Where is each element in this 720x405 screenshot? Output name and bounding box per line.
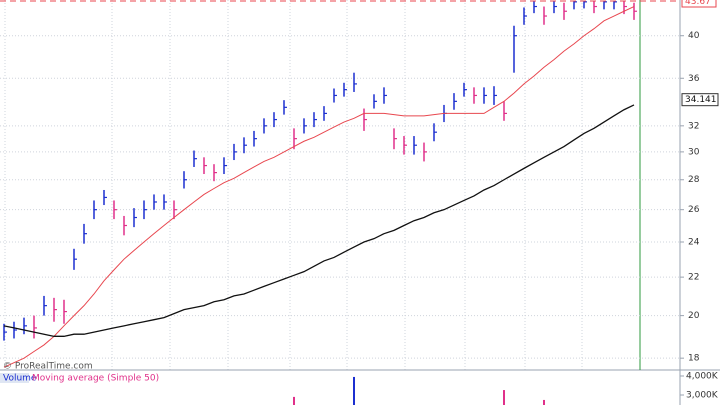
y-tick-label: 22	[688, 273, 699, 283]
volume-bar	[293, 396, 295, 405]
volume-tick-label: 4,000K	[686, 371, 719, 381]
volume-bar	[503, 390, 505, 405]
y-tick-label: 30	[688, 147, 700, 157]
ma-value-box	[681, 93, 719, 107]
volume-tick-label: 3,000K	[686, 391, 719, 401]
y-tick-label: 20	[688, 311, 700, 321]
volume-bar	[353, 376, 355, 405]
y-tick-label: 40	[688, 31, 700, 41]
volume-ma-title: Moving average (Simple 50)	[32, 374, 159, 384]
moving-average	[3, 6, 635, 368]
y-tick-label: 18	[688, 354, 700, 364]
y-tick-label: 36	[688, 74, 700, 84]
last-price-label: 43.67	[685, 0, 711, 7]
y-tick-label: 28	[688, 175, 700, 185]
volume-label-bg	[0, 373, 29, 383]
moving-average	[3, 104, 635, 337]
ma-value-label: 34.141	[685, 95, 717, 105]
price-panel	[0, 0, 680, 370]
watermark: © ProRealTime.com	[3, 362, 93, 372]
volume-bar	[543, 399, 545, 405]
volume-title: Volume	[3, 374, 37, 384]
y-tick-label: 26	[688, 205, 700, 215]
last-price-box	[681, 0, 717, 8]
y-tick-label: 24	[688, 237, 700, 247]
y-tick-label: 32	[688, 121, 699, 131]
